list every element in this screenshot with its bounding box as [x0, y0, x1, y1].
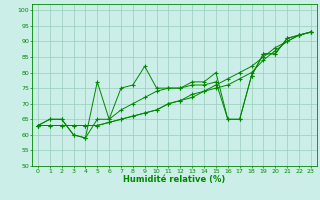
X-axis label: Humidité relative (%): Humidité relative (%): [123, 175, 226, 184]
